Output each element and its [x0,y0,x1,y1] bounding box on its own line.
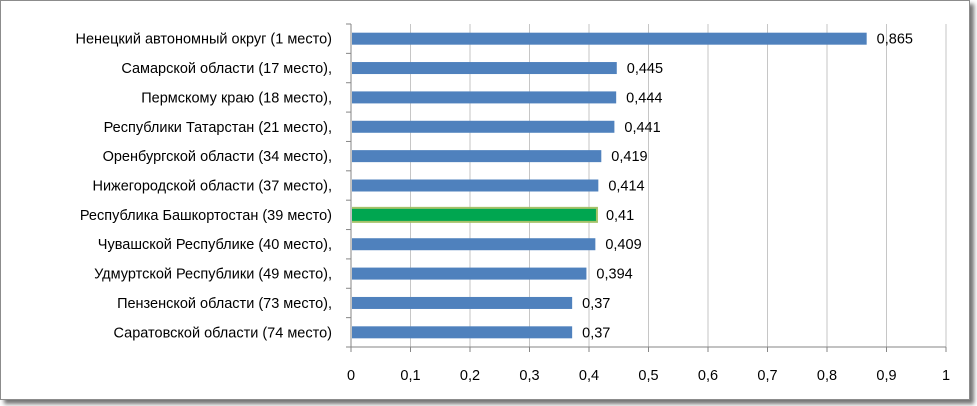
bar-8 [352,267,587,280]
value-label-8: 0,394 [596,267,632,283]
bar-5 [352,179,599,192]
category-label-6: Республика Башкортостан (39 место) [80,208,332,224]
bar-10 [352,326,573,339]
bar-1 [352,62,617,75]
value-label-10: 0,37 [582,325,610,341]
value-label-9: 0,37 [582,296,610,312]
x-tick-label-8: 0,8 [817,368,837,384]
x-tick-label-6: 0,6 [698,368,718,384]
bar-9 [352,296,573,309]
bar-7 [352,238,596,251]
bar-4 [352,150,602,163]
category-label-7: Чувашской Республике (40 место), [98,237,332,253]
value-label-5: 0,414 [608,179,644,195]
x-tick-label-5: 0,5 [638,368,658,384]
value-label-1: 0,445 [627,61,663,77]
category-label-2: Пермскому краю (18 место), [141,90,332,106]
category-label-5: Нижегородской области (37 место), [92,179,332,195]
bar-0 [352,32,867,45]
x-tick-label-3: 0,3 [519,368,539,384]
x-tick-label-0: 0 [347,368,355,384]
category-label-10: Саратовской области (74 место) [114,325,332,341]
bar-6 [352,208,596,221]
category-label-1: Самарской области (17 место), [121,61,332,77]
x-tick-label-1: 0,1 [400,368,420,384]
x-tick-label-9: 0,9 [876,368,896,384]
value-label-3: 0,441 [624,120,660,136]
value-label-4: 0,419 [611,149,647,165]
value-label-7: 0,409 [605,237,641,253]
category-label-3: Республики Татарстан (21 место), [104,120,332,136]
category-label-8: Удмуртской Республики (49 место), [94,267,332,283]
value-label-6: 0,41 [606,208,634,224]
bar-2 [352,91,617,104]
x-tick-label-7: 0,7 [757,368,777,384]
value-label-2: 0,444 [626,90,662,106]
bar-3 [352,120,615,133]
x-tick-label-10: 1 [942,368,950,384]
category-label-0: Ненецкий автономный округ (1 место) [75,32,332,48]
x-tick-label-4: 0,4 [579,368,599,384]
value-label-0: 0,865 [877,32,913,48]
category-label-9: Пензенской области (73 место), [117,296,332,312]
category-label-4: Оренбургской области (34 место), [103,149,332,165]
x-tick-label-2: 0,2 [460,368,480,384]
